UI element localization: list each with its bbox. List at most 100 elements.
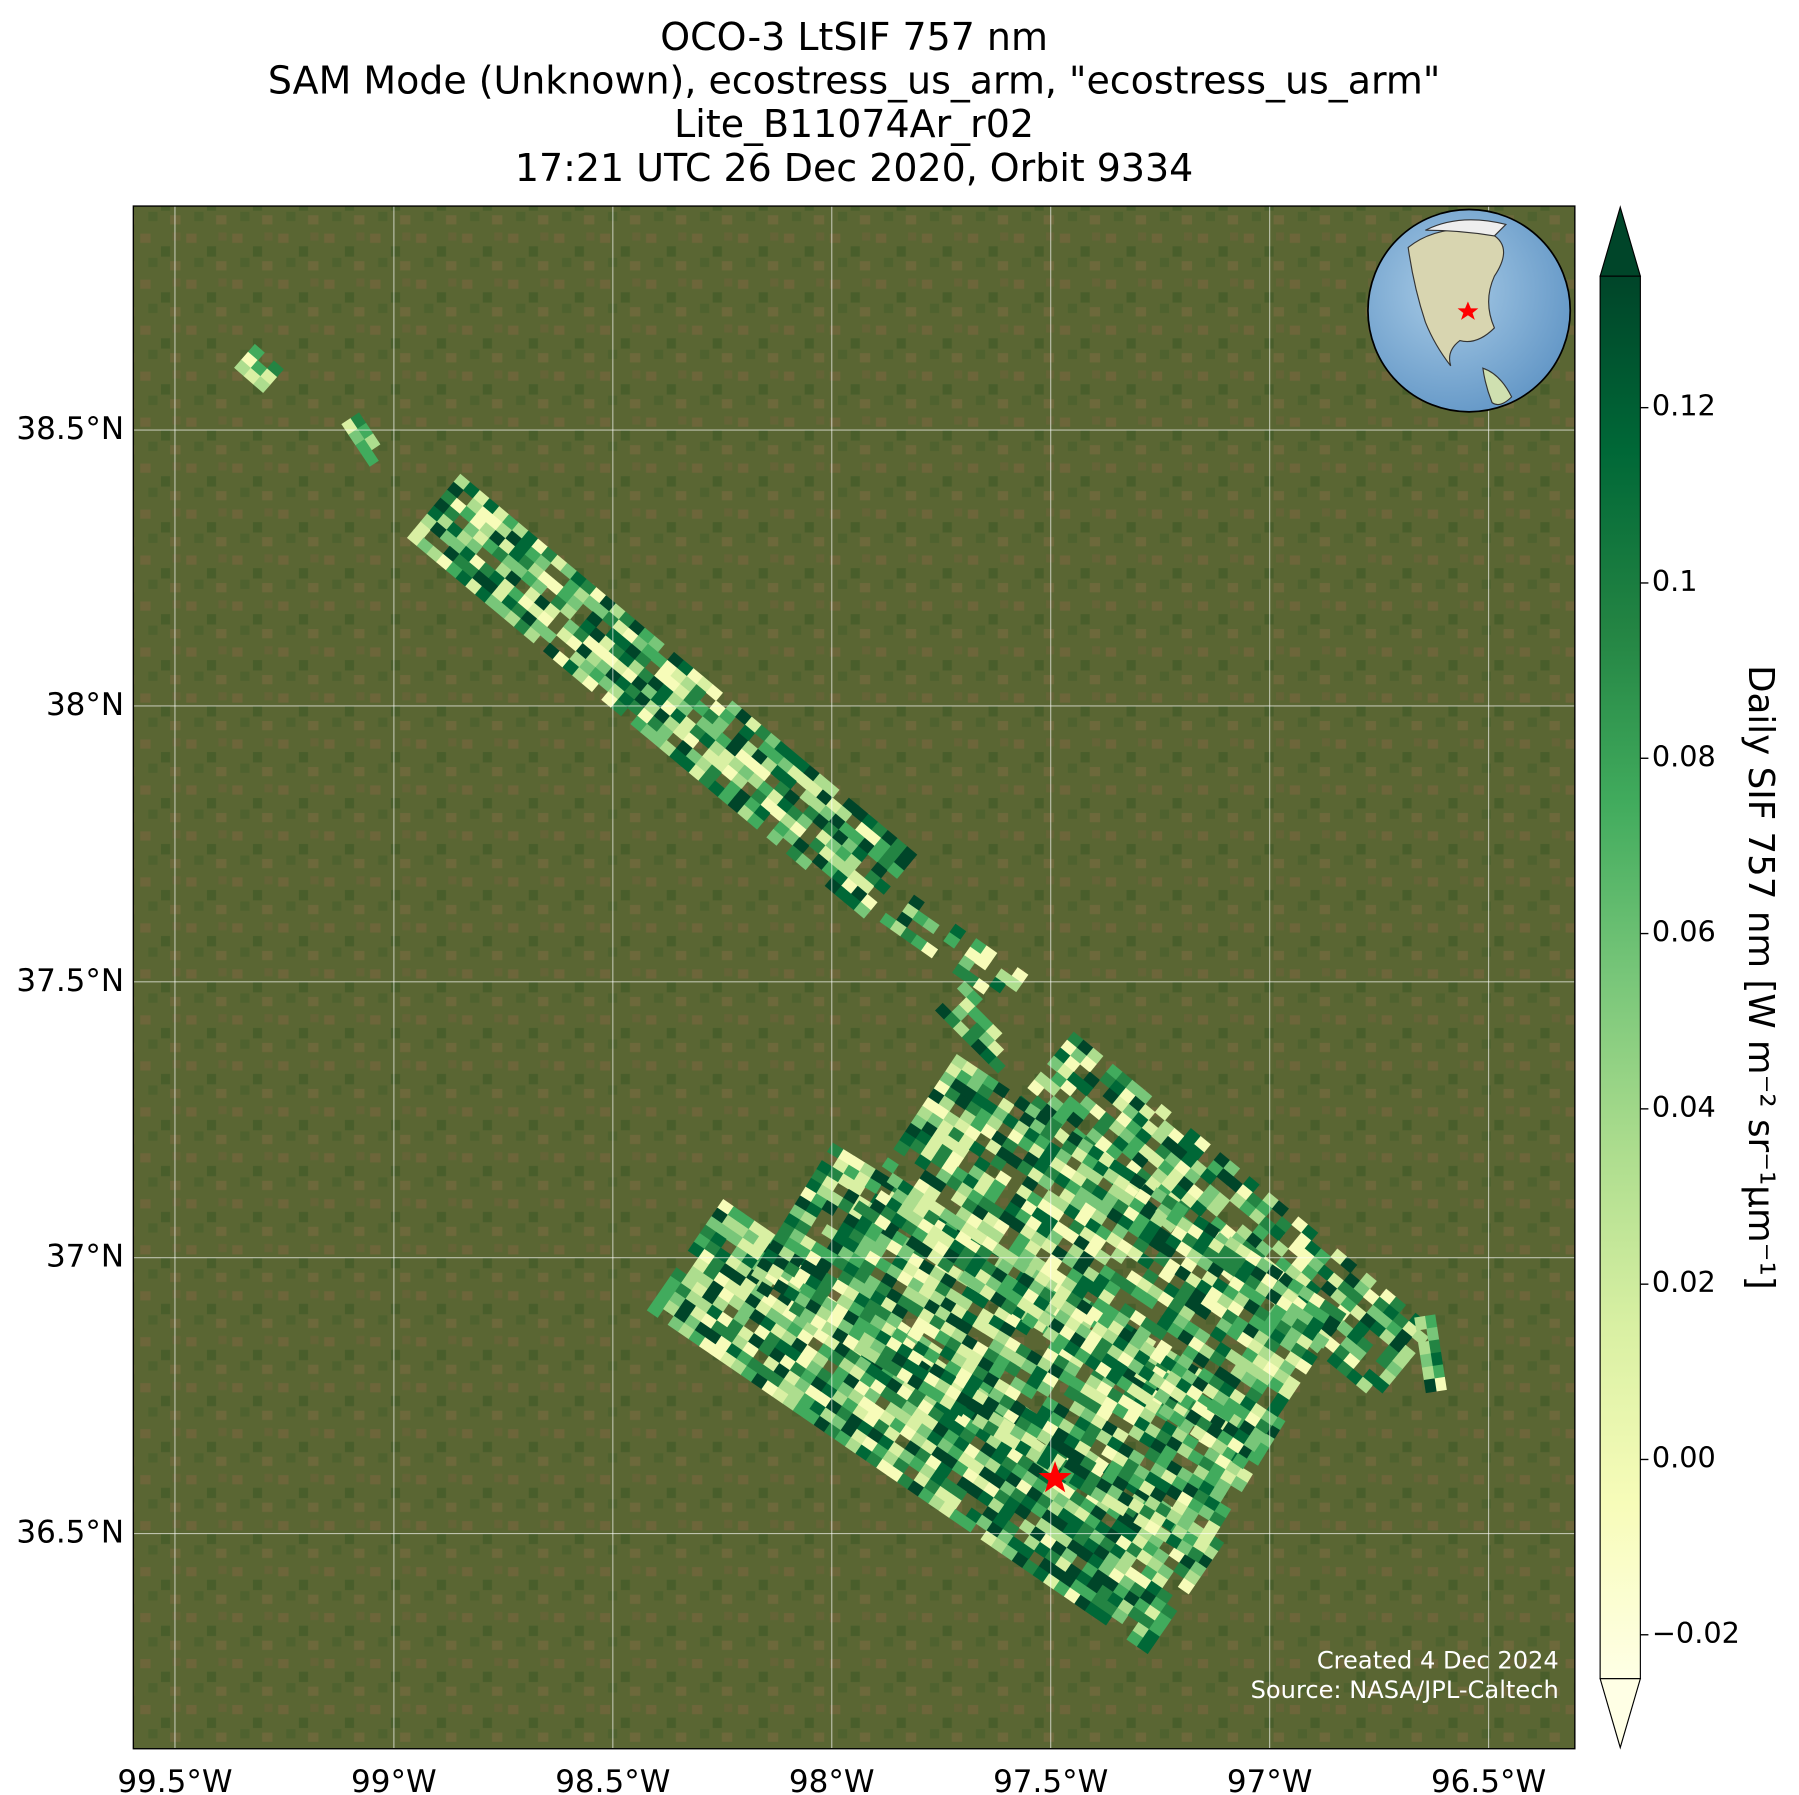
sounding-cell xyxy=(520,610,538,628)
sounding-cell xyxy=(850,1428,868,1446)
sounding-cell xyxy=(1189,1560,1207,1578)
sounding-cell xyxy=(942,1429,960,1446)
sounding-cell xyxy=(1198,1456,1216,1473)
sounding-cell xyxy=(958,1133,976,1151)
sounding-cell xyxy=(848,1155,866,1173)
sounding-cell xyxy=(1355,1376,1374,1394)
sounding-cell xyxy=(1131,1533,1149,1551)
sounding-cell xyxy=(416,537,434,555)
sounding-cell xyxy=(1054,1148,1072,1165)
sounding-cell xyxy=(1190,1160,1208,1177)
sounding-cell xyxy=(995,1282,1013,1300)
sounding-cell xyxy=(446,481,464,499)
sounding-cell xyxy=(1020,1200,1038,1217)
sounding-cell xyxy=(993,1378,1011,1395)
sounding-cell xyxy=(1203,1447,1221,1464)
sounding-cell xyxy=(950,1303,968,1320)
sounding-cell xyxy=(1128,1095,1146,1113)
sounding-cell xyxy=(860,893,878,911)
sounding-cell xyxy=(864,1323,882,1340)
sounding-cell xyxy=(841,837,859,855)
sounding-cell xyxy=(970,1229,988,1246)
sounding-cell xyxy=(744,1293,762,1310)
sounding-cell xyxy=(794,1219,812,1236)
sounding-cell xyxy=(1002,1250,1020,1267)
sounding-cell xyxy=(982,1372,1000,1389)
sounding-cell xyxy=(676,659,694,677)
sounding-cell xyxy=(704,1328,722,1346)
sounding-cell xyxy=(689,684,707,701)
sounding-cell xyxy=(1169,1386,1187,1403)
sounding-cell xyxy=(556,626,574,644)
sounding-cell xyxy=(1079,1055,1097,1073)
sounding-cell xyxy=(1222,1284,1240,1302)
sounding-cell xyxy=(1095,1361,1113,1379)
sounding-cell xyxy=(939,1272,957,1289)
sounding-cell xyxy=(974,953,992,971)
colorbar-tick-label: 0.08 xyxy=(1652,739,1716,773)
sounding-cell xyxy=(928,1200,946,1218)
sounding-cell xyxy=(987,1497,1005,1515)
sounding-cell xyxy=(1117,1491,1135,1508)
sounding-cell xyxy=(984,1457,1002,1475)
sounding-cell xyxy=(842,1188,860,1206)
sounding-cell xyxy=(1151,1167,1169,1185)
sounding-cell xyxy=(1168,1546,1186,1564)
sounding-cell xyxy=(891,1352,909,1369)
x-tick-label: 99.5°W xyxy=(117,1764,232,1795)
sounding-cell xyxy=(521,530,539,548)
sounding-cell xyxy=(1022,1151,1040,1168)
sounding-cell xyxy=(971,1068,989,1085)
sounding-cell xyxy=(1079,1383,1097,1400)
sounding-cell xyxy=(1004,1201,1022,1219)
sounding-cell xyxy=(1108,1119,1126,1137)
x-tick-label: 97°W xyxy=(1227,1764,1313,1795)
sounding-cell xyxy=(1079,1497,1097,1515)
sounding-cell xyxy=(895,911,913,929)
sounding-cell xyxy=(905,1235,923,1252)
sounding-cell xyxy=(1108,1079,1127,1097)
sounding-cell xyxy=(988,1473,1006,1490)
sounding-cell xyxy=(1179,1553,1197,1571)
sounding-cell xyxy=(1128,1473,1146,1490)
x-tick-label: 97.5°W xyxy=(993,1764,1108,1795)
sounding-cell xyxy=(1149,1348,1167,1365)
sounding-cell xyxy=(749,1308,767,1326)
sounding-cell xyxy=(1048,1564,1066,1582)
sounding-cell xyxy=(783,749,801,766)
sounding-cell xyxy=(1024,1239,1042,1257)
sounding-cell xyxy=(630,675,648,693)
sounding-cell xyxy=(1115,1071,1133,1089)
sounding-cell xyxy=(750,748,769,766)
sounding-cell xyxy=(440,489,458,507)
sounding-cell xyxy=(1290,1342,1308,1359)
sounding-cell xyxy=(1079,1407,1097,1424)
sounding-cell xyxy=(900,846,918,864)
sounding-cell xyxy=(1060,1547,1078,1565)
sounding-cell xyxy=(751,1372,769,1390)
sounding-cell xyxy=(869,1198,887,1216)
sounding-cell xyxy=(637,667,655,685)
sounding-cell xyxy=(1149,1365,1167,1382)
sounding-cell xyxy=(842,1334,860,1351)
sounding-cell xyxy=(1009,1352,1027,1369)
sounding-cell xyxy=(1066,1539,1084,1556)
sounding-cell xyxy=(695,1297,713,1314)
sounding-cell xyxy=(1300,1264,1319,1282)
sounding-cell xyxy=(808,837,826,855)
sounding-cell xyxy=(986,1114,1004,1132)
sounding-cell xyxy=(627,699,645,717)
sounding-cell xyxy=(1149,1438,1167,1455)
sounding-cell xyxy=(469,513,487,531)
sounding-cell xyxy=(482,498,500,515)
sounding-cell xyxy=(1271,1200,1289,1218)
sounding-cell xyxy=(767,748,785,766)
sounding-cell xyxy=(527,602,545,620)
sounding-cell xyxy=(1139,1341,1157,1358)
sounding-cell xyxy=(1000,1298,1018,1315)
sounding-cell xyxy=(1167,1167,1185,1185)
sounding-cell xyxy=(1285,1326,1303,1344)
sounding-cell xyxy=(1366,1304,1384,1322)
sounding-cell xyxy=(885,1239,903,1256)
